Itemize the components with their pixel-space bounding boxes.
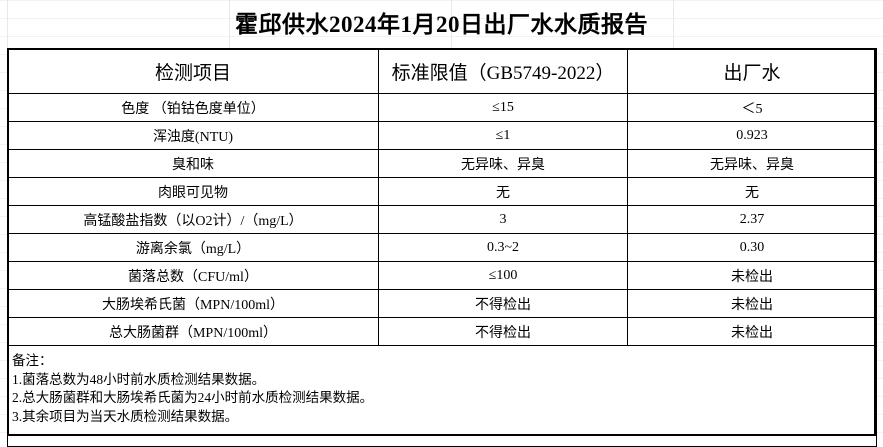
table-header: 检测项目 标准限值（GB5749-2022） 出厂水 bbox=[7, 48, 877, 94]
water-quality-table: 检测项目 标准限值（GB5749-2022） 出厂水 色度 （铂钴色度单位） ≤… bbox=[7, 48, 877, 447]
table-row: 总大肠菌群（MPN/100ml） 不得检出 未检出 bbox=[7, 317, 877, 346]
table-row: 臭和味 无异味、异臭 无异味、异臭 bbox=[7, 149, 877, 178]
cell-item: 色度 （铂钴色度单位） bbox=[7, 93, 379, 122]
column-header-standard-limit: 标准限值（GB5749-2022） bbox=[378, 48, 628, 94]
note-line-3: 3.其余项目为当天水质检测结果数据。 bbox=[12, 408, 239, 424]
page-title: 霍邱供水2024年1月20日出厂水水质报告 bbox=[235, 12, 648, 37]
cell-item: 总大肠菌群（MPN/100ml） bbox=[7, 317, 379, 346]
cell-result: 0.30 bbox=[627, 233, 877, 262]
table-header-row: 检测项目 标准限值（GB5749-2022） 出厂水 bbox=[7, 48, 877, 94]
notes-block: 备注： 1.菌落总数为48小时前水质检测结果数据。 2.总大肠菌群和大肠埃希氏菌… bbox=[12, 352, 874, 426]
note-line-2: 2.总大肠菌群和大肠埃希氏菌为24小时前水质检测结果数据。 bbox=[12, 390, 374, 405]
table-row: 菌落总数（CFU/ml） ≤100 未检出 bbox=[7, 261, 877, 290]
cell-result: 未检出 bbox=[627, 261, 877, 290]
notes-row: 备注： 1.菌落总数为48小时前水质检测结果数据。 2.总大肠菌群和大肠埃希氏菌… bbox=[7, 345, 877, 447]
table-row: 大肠埃希氏菌（MPN/100ml） 不得检出 未检出 bbox=[7, 289, 877, 318]
cell-result: 未检出 bbox=[627, 289, 877, 318]
cell-item: 浑浊度(NTU) bbox=[7, 121, 379, 150]
cell-result: ＜5 bbox=[627, 93, 877, 122]
table-body: 色度 （铂钴色度单位） ≤15 ＜5 浑浊度(NTU) ≤1 0.923 臭和味… bbox=[7, 93, 877, 447]
notes-heading: 备注： bbox=[12, 353, 53, 368]
table-row: 色度 （铂钴色度单位） ≤15 ＜5 bbox=[7, 93, 877, 122]
cell-result: 未检出 bbox=[627, 317, 877, 346]
cell-item: 高锰酸盐指数（以O2计）/（mg/L） bbox=[7, 205, 379, 234]
table-row: 高锰酸盐指数（以O2计）/（mg/L） 3 2.37 bbox=[7, 205, 877, 234]
cell-item: 臭和味 bbox=[7, 149, 379, 178]
cell-limit: ≤100 bbox=[378, 261, 628, 290]
note-line-1: 1.菌落总数为48小时前水质检测结果数据。 bbox=[12, 371, 266, 387]
cell-limit: 无异味、异臭 bbox=[378, 149, 628, 178]
notes-cell: 备注： 1.菌落总数为48小时前水质检测结果数据。 2.总大肠菌群和大肠埃希氏菌… bbox=[7, 345, 877, 447]
table-row: 肉眼可见物 无 无 bbox=[7, 177, 877, 206]
cell-limit: 0.3~2 bbox=[378, 233, 628, 262]
cell-item: 大肠埃希氏菌（MPN/100ml） bbox=[7, 289, 379, 318]
cell-item: 菌落总数（CFU/ml） bbox=[7, 261, 379, 290]
table-row: 浑浊度(NTU) ≤1 0.923 bbox=[7, 121, 877, 150]
cell-item: 游离余氯（mg/L） bbox=[7, 233, 379, 262]
cell-limit: 不得检出 bbox=[378, 317, 628, 346]
cell-limit: ≤15 bbox=[378, 93, 628, 122]
report-table-container: 检测项目 标准限值（GB5749-2022） 出厂水 色度 （铂钴色度单位） ≤… bbox=[7, 48, 877, 447]
column-header-outlet-water: 出厂水 bbox=[627, 48, 877, 94]
cell-limit: 3 bbox=[378, 205, 628, 234]
cell-limit: 不得检出 bbox=[378, 289, 628, 318]
table-row: 游离余氯（mg/L） 0.3~2 0.30 bbox=[7, 233, 877, 262]
cell-limit: ≤1 bbox=[378, 121, 628, 150]
cell-item: 肉眼可见物 bbox=[7, 177, 379, 206]
cell-result: 无异味、异臭 bbox=[627, 149, 877, 178]
column-header-item: 检测项目 bbox=[7, 48, 379, 94]
cell-result: 无 bbox=[627, 177, 877, 206]
cell-limit: 无 bbox=[378, 177, 628, 206]
cell-result: 2.37 bbox=[627, 205, 877, 234]
cell-result: 0.923 bbox=[627, 121, 877, 150]
